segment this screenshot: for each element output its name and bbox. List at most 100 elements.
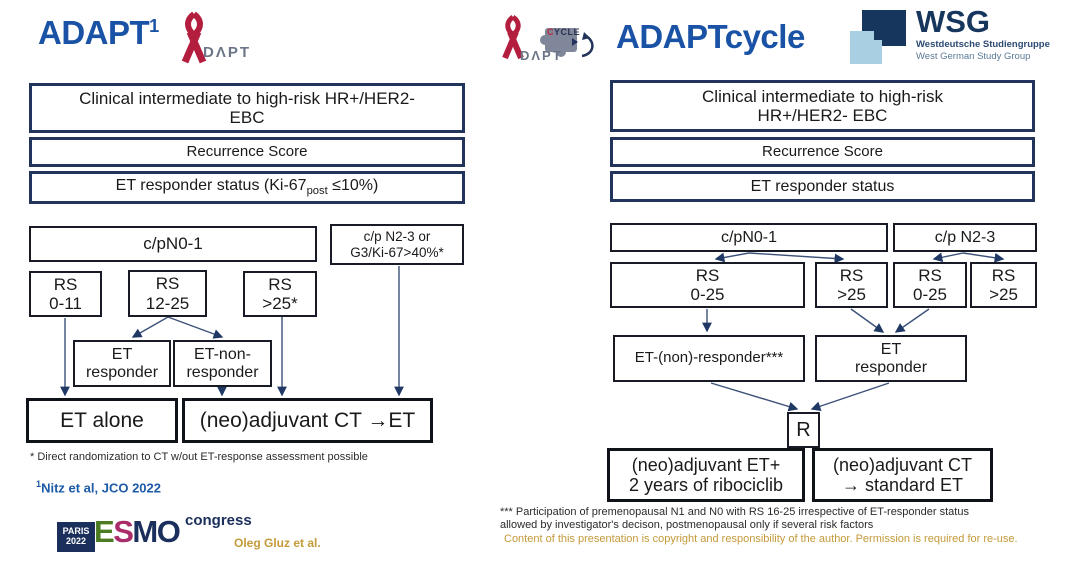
left-recurrence-label: Recurrence Score xyxy=(186,142,308,160)
right-box-outcome-ct-standard-et: (neo)adjuvant CT → standard ET xyxy=(812,448,993,502)
left-et-status-label: ET responder status (Ki-67post ≤10%) xyxy=(116,177,379,198)
right-footnote-line1: *** Participation of premenopausal N1 an… xyxy=(500,506,969,518)
left-clinical-line1: Clinical intermediate to high-risk HR+/H… xyxy=(79,88,415,108)
randomization-label: R xyxy=(796,418,811,441)
reference-text: Nitz et al, JCO 2022 xyxy=(41,480,162,496)
rs-label: RS xyxy=(268,274,292,294)
reference-superscript: 1 xyxy=(36,479,42,489)
esmo-paris-badge: PARIS 2022 xyxy=(57,522,95,552)
left-box-outcome-ct-et: (neo)adjuvant CT →ET xyxy=(182,398,433,443)
esmo-letter-e: E xyxy=(94,514,115,549)
right-box-rs-0-25-a: RS 0-25 xyxy=(610,262,805,308)
left-et-status-suffix: ≤10%) xyxy=(327,177,379,195)
cycle-label-rest: YCLE xyxy=(554,27,581,37)
esmo-letter-m: M xyxy=(132,514,158,549)
right-n01-label: c/pN0-1 xyxy=(720,228,778,246)
left-box-et-status: ET responder status (Ki-67post ≤10%) xyxy=(29,171,465,204)
et-responder-line2: responder xyxy=(854,358,928,376)
left-box-et-responder: ET responder xyxy=(73,340,171,387)
esmo-wordmark: ESMO xyxy=(94,514,181,549)
cycle-puzzle-icon xyxy=(540,28,578,57)
left-box-n23: c/p N2-3 or G3/Ki-67>40%* xyxy=(330,224,464,265)
rs-label: RS xyxy=(839,265,864,285)
wsg-logo: WSG Westdeutsche Studiengruppe West Germ… xyxy=(846,6,1056,70)
wsg-subtitle-de: Westdeutsche Studiengruppe xyxy=(916,39,1050,50)
adapt-ribbon-icon xyxy=(181,11,207,64)
outcome-ribociclib-line2: 2 years of ribociclib xyxy=(628,475,784,495)
esmo-congress-text: congress xyxy=(185,512,252,529)
rs-label: RS xyxy=(155,274,180,294)
right-footnote-line2: allowed by investigator's decison, postm… xyxy=(500,519,874,531)
right-box-clinical: Clinical intermediate to high-risk HR+/H… xyxy=(610,80,1035,132)
et-responder-line2: responder xyxy=(85,363,159,381)
right-box-recurrence-score: Recurrence Score xyxy=(610,137,1035,167)
adapt-logo-wordmark: DΛPT xyxy=(203,44,252,61)
left-box-recurrence-score: Recurrence Score xyxy=(29,137,465,167)
left-footnote: * Direct randomization to CT w/out ET-re… xyxy=(30,451,368,463)
cycle-label-c: C xyxy=(547,27,554,37)
right-clinical-line2: HR+/HER2- EBC xyxy=(757,106,888,125)
outcome-ct-et-label: (neo)adjuvant CT →ET xyxy=(199,408,416,432)
esmo-letter-s: S xyxy=(113,514,134,549)
rs-label: RS xyxy=(53,274,78,294)
right-n23-label: c/p N2-3 xyxy=(934,228,996,246)
rs-range: 12-25 xyxy=(145,293,190,313)
rs-label: RS xyxy=(695,265,720,285)
left-box-outcome-et-alone: ET alone xyxy=(26,398,178,443)
outcome-ribociclib-line1: (neo)adjuvant ET+ xyxy=(631,454,781,475)
rs-range: >25 xyxy=(989,285,1018,304)
esmo-paris-text: PARIS xyxy=(62,526,90,537)
left-box-rs-gt25: RS >25* xyxy=(243,271,317,317)
left-box-n01: c/pN0-1 xyxy=(29,226,317,262)
author-credit: Oleg Gluz et al. xyxy=(234,536,321,550)
esmo-congress-logo: PARIS 2022 ESMO congress xyxy=(57,512,257,560)
left-n23-line1: c/p N2-3 or xyxy=(363,229,431,245)
rs-range: >25* xyxy=(262,294,298,313)
wsg-acronym: WSG xyxy=(916,4,991,39)
right-clinical-line1: Clinical intermediate to high-risk xyxy=(702,86,943,106)
cycle-arrowhead xyxy=(582,32,590,40)
adapt-logo: DΛPT xyxy=(176,10,256,72)
left-et-status-prefix: ET responder status (Ki-67 xyxy=(115,177,307,195)
left-reference: 1Nitz et al, JCO 2022 xyxy=(36,479,161,495)
left-clinical-line2: EBC xyxy=(229,108,265,127)
wsg-logo-icon xyxy=(850,10,906,64)
et-responder-line1: ET xyxy=(111,345,133,363)
right-box-et-responder: ET responder xyxy=(815,335,967,382)
right-box-outcome-ribociclib: (neo)adjuvant ET+ 2 years of ribociclib xyxy=(607,448,805,502)
outcome-et-alone-label: ET alone xyxy=(60,408,144,432)
esmo-letter-o: O xyxy=(156,514,181,549)
et-responder-line1: ET xyxy=(880,340,902,358)
adaptcycle-logo: CYCLE DΛPT xyxy=(498,12,608,74)
left-title-superscript: 1 xyxy=(149,16,159,36)
right-box-rs-0-25-b: RS 0-25 xyxy=(893,262,967,308)
esmo-year-text: 2022 xyxy=(65,536,87,546)
right-recurrence-label: Recurrence Score xyxy=(762,142,883,160)
rs-range: >25 xyxy=(837,285,866,304)
left-n01-label: c/pN0-1 xyxy=(143,234,203,254)
left-box-rs-0-11: RS 0-11 xyxy=(29,271,102,317)
right-box-n01: c/pN0-1 xyxy=(610,223,888,252)
right-et-non-responder-label: ET-(non)-responder*** xyxy=(634,349,784,367)
rs-range: 0-25 xyxy=(690,285,725,304)
copyright-notice: Content of this presentation is copyrigh… xyxy=(504,533,1018,545)
outcome-ct-line2: → standard ET xyxy=(841,475,964,495)
outcome-ct-line1: (neo)adjuvant CT xyxy=(832,454,973,475)
right-trial-title: ADAPTcycle xyxy=(616,18,805,55)
right-box-n23: c/p N2-3 xyxy=(893,223,1037,252)
left-n23-line2: G3/Ki-67>40%* xyxy=(350,244,444,260)
adapt-ribbon-icon xyxy=(502,14,524,60)
right-et-status-label: ET responder status xyxy=(750,177,895,195)
right-box-rs-gt25-b: RS >25 xyxy=(970,262,1037,308)
left-trial-title: ADAPT1 xyxy=(38,14,159,51)
et-non-responder-line1: ET-non- xyxy=(194,345,251,363)
rs-range: 0-25 xyxy=(912,285,948,304)
left-et-status-subscript: post xyxy=(306,185,328,198)
et-non-responder-line2: responder xyxy=(186,363,259,381)
rs-range: 0-11 xyxy=(49,294,82,313)
cycle-label: CYCLE xyxy=(547,27,580,37)
left-box-rs-12-25: RS 12-25 xyxy=(128,270,207,317)
rs-label: RS xyxy=(991,265,1016,285)
adaptcycle-logo-art xyxy=(502,14,594,60)
